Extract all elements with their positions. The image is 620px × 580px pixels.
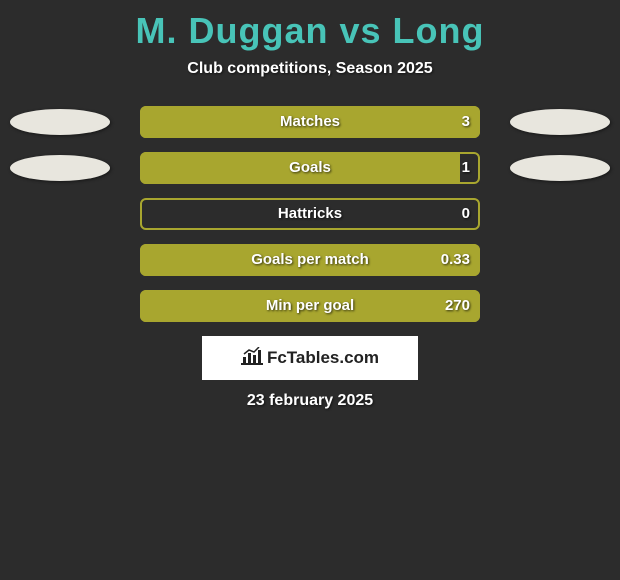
- stat-row: Goals per match0.33: [0, 244, 620, 276]
- stat-value: 270: [140, 290, 470, 322]
- stat-row: Matches3: [0, 106, 620, 138]
- subtitle: Club competitions, Season 2025: [0, 60, 620, 78]
- stat-value: 3: [140, 106, 470, 138]
- stat-row: Hattricks0: [0, 198, 620, 230]
- logo-box[interactable]: FcTables.com: [202, 336, 418, 380]
- stat-value: 0.33: [140, 244, 470, 276]
- stat-row: Goals1: [0, 152, 620, 184]
- stat-value: 1: [140, 152, 470, 184]
- date-text: 23 february 2025: [0, 392, 620, 410]
- chart-icon: [241, 347, 263, 370]
- player-right-ellipse: [510, 109, 610, 135]
- comparison-panel: M. Duggan vs Long Club competitions, Sea…: [0, 0, 620, 410]
- player-left-ellipse: [10, 109, 110, 135]
- page-title: M. Duggan vs Long: [0, 10, 620, 52]
- stat-row: Min per goal270: [0, 290, 620, 322]
- stat-rows: Matches3 Goals1 Hattricks0 Goals per match0…: [0, 106, 620, 322]
- logo-text: FcTables.com: [267, 348, 379, 368]
- player-left-ellipse: [10, 155, 110, 181]
- player-right-ellipse: [510, 155, 610, 181]
- stat-value: 0: [140, 198, 470, 230]
